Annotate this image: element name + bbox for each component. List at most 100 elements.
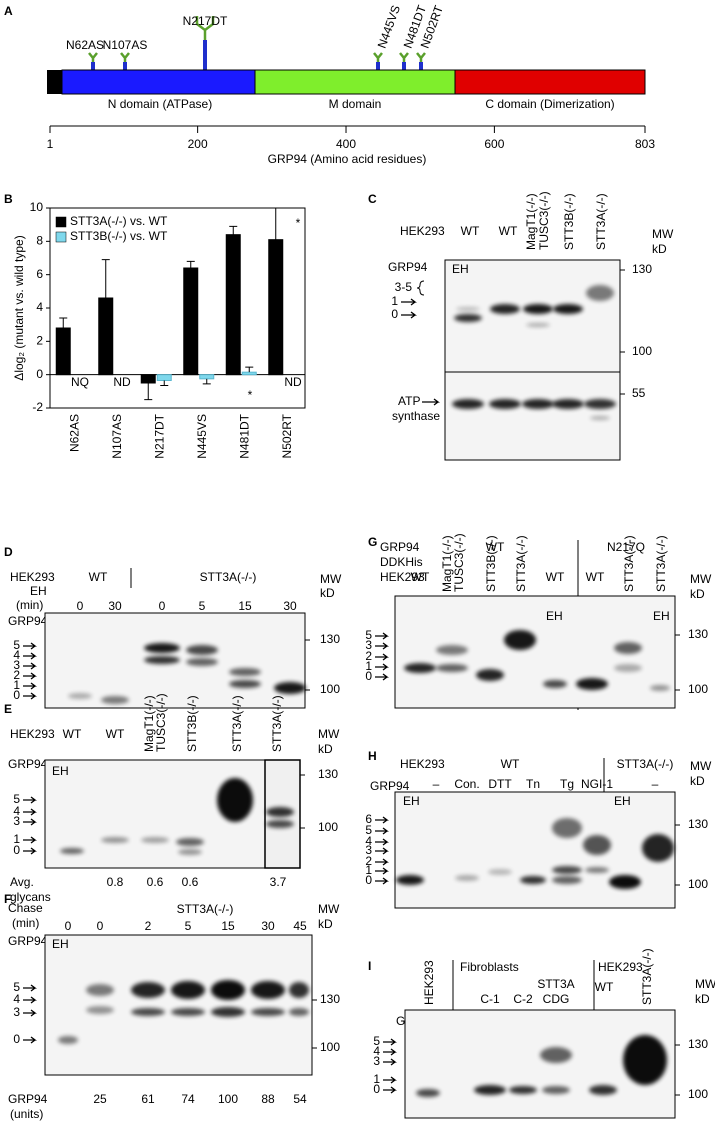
label: C-1 — [480, 992, 500, 1006]
site-label: N217DT — [183, 14, 228, 28]
label: MagT1(-/-) — [142, 695, 156, 752]
label: Chase — [8, 901, 43, 915]
x-axis-label: GRP94 (Amino acid residues) — [268, 152, 427, 166]
band-label: 1 — [365, 863, 372, 877]
x-tick-label: N481DT — [237, 413, 251, 458]
x-tick-label: N62AS — [67, 414, 81, 452]
panel-letter: H — [368, 749, 377, 763]
label: kD — [695, 992, 710, 1006]
arrow — [23, 692, 37, 700]
band — [583, 835, 611, 855]
site-label: N107AS — [103, 38, 148, 52]
label: HEK293 — [400, 757, 445, 771]
band — [474, 1085, 506, 1095]
marker-label: 100 — [632, 344, 652, 358]
arrow — [375, 858, 389, 866]
label: HEK293 — [598, 960, 643, 974]
band — [289, 982, 309, 998]
arrow — [375, 877, 389, 885]
label: 0.8 — [107, 875, 124, 889]
band — [642, 834, 674, 862]
glycan-stalk — [91, 62, 95, 70]
glycan-stalk — [402, 62, 406, 70]
domain-label: N domain (ATPase) — [108, 97, 212, 111]
label: 0 — [159, 599, 166, 613]
label: STT3B(-/-) — [562, 193, 576, 250]
label: Tg — [560, 777, 574, 791]
annotation: ND — [284, 375, 302, 389]
band — [131, 1008, 165, 1016]
band — [186, 658, 218, 666]
label: HEK293 — [10, 570, 55, 584]
glycan — [195, 16, 215, 40]
label: GRP94 — [370, 779, 410, 793]
panel-letter: G — [368, 535, 377, 549]
label: STT3A(-/-) — [622, 535, 636, 592]
error-bar — [245, 366, 254, 373]
band — [251, 981, 285, 999]
label: Con. — [454, 777, 479, 791]
band-label: 5 — [365, 823, 372, 837]
band — [584, 399, 616, 409]
band-label: 2 — [365, 649, 372, 663]
band — [614, 664, 642, 672]
band — [614, 642, 642, 654]
band — [522, 399, 554, 409]
label: WT — [546, 570, 565, 584]
label: MagT1(-/-) — [440, 535, 454, 592]
band-label: 1 — [13, 832, 20, 846]
label: EH — [52, 764, 69, 778]
arrow — [422, 398, 440, 406]
label: GRP94 — [380, 540, 420, 554]
error-bar — [202, 378, 211, 385]
annotation: * — [248, 388, 253, 402]
label: STT3A — [537, 977, 574, 991]
band-label: 4 — [13, 804, 20, 818]
bar — [156, 374, 172, 381]
label: TUSC3(-/-) — [154, 693, 168, 752]
bar — [199, 374, 215, 380]
label: 0.6 — [147, 875, 164, 889]
panel-letter: D — [4, 545, 13, 559]
label: C-2 — [513, 992, 533, 1006]
band-label: 0 — [365, 873, 372, 887]
marker-label: 130 — [688, 1037, 708, 1051]
label: kD — [652, 242, 667, 256]
label: WT — [586, 570, 605, 584]
band — [101, 837, 129, 843]
label: 0 — [391, 307, 398, 321]
blot — [44, 759, 301, 869]
label: (min) — [12, 916, 39, 930]
label: MW — [318, 902, 340, 916]
arrow — [375, 867, 389, 875]
label: 0 — [65, 919, 72, 933]
band-label: 0 — [373, 1082, 380, 1096]
panel-letter: B — [4, 192, 13, 206]
label: 54 — [293, 1092, 307, 1106]
band-label: 4 — [13, 992, 20, 1006]
band-label: 2 — [365, 854, 372, 868]
y-axis-label: Δlog₂ (mutant vs. wild type) — [12, 235, 26, 380]
band — [404, 663, 436, 673]
marker-label: 100 — [318, 820, 338, 834]
label: kD — [690, 774, 705, 788]
label: MW — [318, 727, 340, 741]
band — [523, 304, 553, 314]
label: (units) — [10, 1107, 43, 1121]
arrow — [375, 816, 389, 824]
band — [229, 668, 261, 676]
label: DDKHis — [380, 555, 423, 569]
glycan — [120, 52, 130, 62]
label: STT3A(-/-) — [230, 695, 244, 752]
label: DTT — [488, 777, 512, 791]
label: kD — [320, 586, 335, 600]
marker-label: 130 — [688, 627, 708, 641]
arrow — [401, 311, 417, 319]
label: 5 — [185, 919, 192, 933]
x-tick-label: N107AS — [110, 414, 124, 459]
band — [526, 323, 550, 327]
band — [141, 837, 169, 843]
band-label: 4 — [365, 834, 372, 848]
bar — [98, 297, 114, 376]
